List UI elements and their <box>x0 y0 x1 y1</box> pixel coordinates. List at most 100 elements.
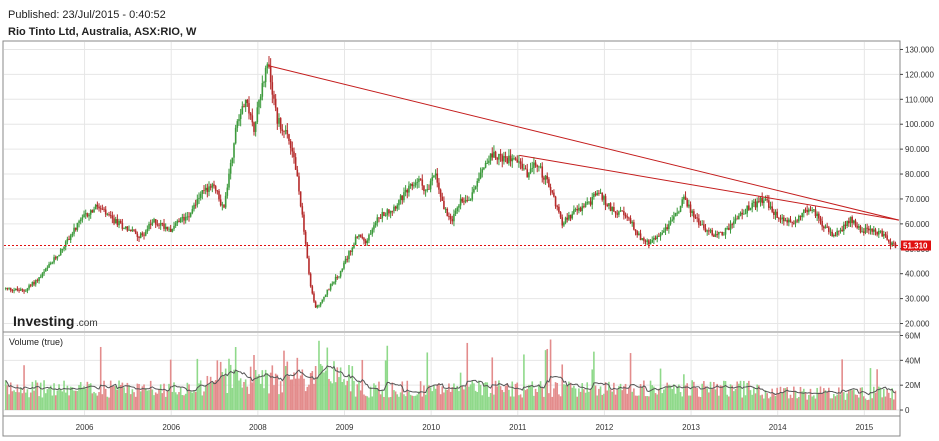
volume-bar <box>399 392 402 411</box>
volume-bar <box>124 393 127 411</box>
volume-bar <box>783 388 785 411</box>
candle-body <box>709 230 712 232</box>
volume-bar <box>64 392 67 411</box>
volume-bar <box>596 395 599 411</box>
volume-bar <box>693 381 695 411</box>
candle-body <box>784 220 787 222</box>
price-grid <box>4 42 899 331</box>
volume-bar <box>689 395 692 411</box>
volume-bar <box>854 394 857 411</box>
volume-bar <box>768 398 770 411</box>
candle-body <box>31 282 34 286</box>
candle-body <box>428 188 430 190</box>
candle-body <box>646 240 649 242</box>
volume-bar <box>348 365 350 411</box>
volume-bar <box>474 390 477 411</box>
candle-body <box>94 204 97 210</box>
volume-bar <box>806 399 808 411</box>
candle-body <box>311 286 314 294</box>
volume-bar <box>211 382 214 411</box>
candle-body <box>106 214 109 216</box>
volume-bar <box>803 388 805 411</box>
volume-bar <box>354 396 357 411</box>
candle-body <box>833 235 835 237</box>
candle-body <box>478 178 480 182</box>
volume-bar <box>329 381 332 411</box>
volume-bar <box>813 395 815 411</box>
volume-bar <box>793 386 795 411</box>
volume-bar <box>194 391 197 411</box>
candle-body <box>163 223 165 229</box>
volume-bar <box>833 394 835 411</box>
candle-body <box>188 216 190 218</box>
candle-body <box>496 158 499 160</box>
volume-bar <box>58 384 60 411</box>
candle-body <box>436 173 439 183</box>
candle-body <box>861 231 863 233</box>
candle-body <box>429 180 432 190</box>
volume-bar <box>791 397 793 411</box>
candle-body <box>231 157 234 163</box>
candle-body <box>418 178 420 182</box>
candle-body <box>891 242 893 246</box>
candle-body <box>788 219 790 223</box>
candle-body <box>83 214 85 218</box>
volume-bar <box>159 384 162 411</box>
candle-body <box>531 167 534 169</box>
candle-body <box>716 234 718 235</box>
volume-bar <box>233 369 235 411</box>
candle-body <box>254 121 257 132</box>
volume-bar <box>311 371 314 411</box>
volume-bar <box>491 357 494 411</box>
volume-bar <box>303 378 305 411</box>
candle-body <box>151 222 154 225</box>
volume-bar <box>133 392 135 411</box>
volume-bar <box>531 381 534 411</box>
candle-body <box>864 227 867 233</box>
candle-body <box>741 212 743 215</box>
volume-bar <box>709 381 712 411</box>
volume-bar <box>186 382 189 411</box>
volume-bar <box>511 381 514 411</box>
volume-bar <box>131 389 134 411</box>
volume-bar <box>14 392 17 411</box>
candle-body <box>218 190 220 200</box>
candle-body <box>744 213 747 215</box>
volume-bar <box>661 393 664 411</box>
candle-body <box>743 213 745 215</box>
volume-bar <box>38 396 40 411</box>
volume-bar <box>279 381 282 411</box>
candle-body <box>394 206 397 209</box>
price-tick-label: 90.000 <box>905 145 930 154</box>
candle-body <box>606 204 609 206</box>
candle-body <box>174 223 177 226</box>
volume-bar <box>294 378 297 411</box>
candle-body <box>234 127 237 144</box>
candle-body <box>341 268 344 271</box>
candle-body <box>658 236 660 237</box>
candle-body <box>179 218 182 223</box>
volume-bar <box>811 396 813 411</box>
volume-bar <box>16 384 19 411</box>
candle-body <box>38 277 40 281</box>
candle-body <box>644 240 647 242</box>
candle-body <box>603 196 605 200</box>
volume-bar <box>24 392 27 411</box>
candle-body <box>88 214 90 217</box>
candle-body <box>746 205 748 214</box>
candle-body <box>534 162 537 166</box>
volume-bar <box>663 389 665 411</box>
volume-bar <box>654 393 657 411</box>
candle-body <box>329 284 332 290</box>
volume-bar <box>266 373 269 411</box>
candle-body <box>831 231 833 237</box>
date-tick-label: 2010 <box>422 423 440 432</box>
candle-body <box>36 280 39 281</box>
candle-body <box>361 236 364 239</box>
volume-bar <box>564 384 567 411</box>
candle-body <box>324 294 327 297</box>
volume-bar <box>29 392 32 411</box>
volume-bar <box>346 380 349 411</box>
volume-bar <box>656 394 659 411</box>
